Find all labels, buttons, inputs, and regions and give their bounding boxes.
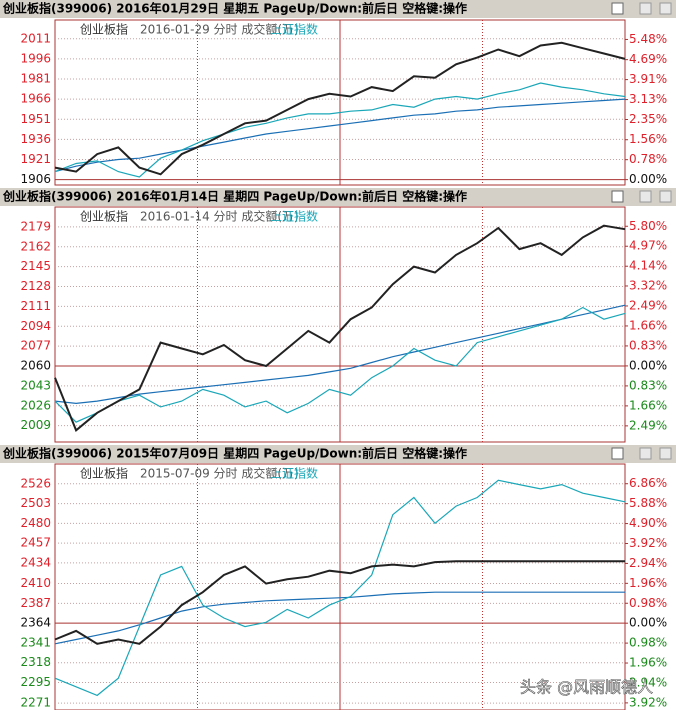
window-button[interactable]: [611, 447, 624, 460]
y-tick-label: 2526: [20, 476, 51, 490]
title-bar: [0, 445, 676, 463]
y2-tick-label: 4.90%: [629, 516, 667, 530]
y2-tick-label: 3.91%: [629, 72, 667, 86]
window-button[interactable]: [611, 2, 624, 15]
y-tick-label: 2043: [20, 378, 51, 392]
chart-subtitle: 2015-07-09 分时 成交额(万): [140, 466, 299, 481]
y-tick-label: 2145: [20, 259, 51, 273]
y2-tick-label: 1.66%: [629, 318, 667, 332]
series-line: [54, 224, 626, 432]
series-line: [54, 98, 626, 173]
y2-tick-label: 0.98%: [629, 636, 667, 650]
y-tick-label: 2026: [20, 398, 51, 412]
y2-tick-label: 1.96%: [629, 656, 667, 670]
y-tick-label: 1951: [20, 112, 51, 126]
chart-subtitle: 2016-01-29 分时 成交额(万): [140, 22, 299, 37]
title-bar: [0, 188, 676, 206]
y-tick-label: 1966: [20, 92, 51, 106]
y-tick-label: 2179: [20, 219, 51, 233]
y2-tick-label: 2.94%: [629, 556, 667, 570]
y2-tick-label: 1.56%: [629, 132, 667, 146]
y2-tick-label: 5.48%: [629, 32, 667, 46]
y2-tick-label: 2.49%: [629, 418, 667, 432]
y-tick-label: 1981: [20, 72, 51, 86]
y2-tick-label: 2.35%: [629, 112, 667, 126]
y-tick-label: 2503: [20, 496, 51, 510]
y2-tick-label: 4.69%: [629, 52, 667, 66]
y-tick-label: 2094: [20, 319, 51, 333]
y-tick-label: 2410: [20, 576, 51, 590]
y-tick-label: 2060: [20, 359, 51, 373]
legend-entry: 上证指数: [270, 209, 318, 224]
title-bar: [0, 0, 676, 18]
window-button[interactable]: [659, 447, 672, 460]
y-tick-label: 2271: [20, 696, 51, 710]
window-button[interactable]: [639, 2, 652, 15]
chart-subtitle: 2016-01-14 分时 成交额(万): [140, 209, 299, 224]
y2-tick-label: 0.00%: [629, 358, 667, 372]
y2-tick-label: 0.00%: [629, 172, 667, 186]
series-line: [54, 41, 626, 176]
window-button[interactable]: [611, 190, 624, 203]
legend-entry: 上证指数: [270, 466, 318, 481]
y-tick-label: 2295: [20, 675, 51, 689]
y2-tick-label: 6.86%: [629, 476, 667, 490]
y2-tick-label: 1.96%: [629, 576, 667, 590]
y2-tick-label: 0.98%: [629, 596, 667, 610]
series-line: [54, 82, 626, 178]
y2-tick-label: 2.49%: [629, 298, 667, 312]
y-tick-label: 2387: [20, 596, 51, 610]
y2-tick-label: 1.66%: [629, 398, 667, 412]
chart-title: 创业板指(399006) 2015年07月09日 星期四 PageUp/Down…: [2, 446, 467, 461]
y-tick-label: 2318: [20, 655, 51, 669]
y-tick-label: 1996: [20, 51, 51, 65]
y2-tick-label: 5.80%: [629, 219, 667, 233]
window-button[interactable]: [639, 190, 652, 203]
series-line: [54, 306, 626, 423]
series-line: [54, 560, 625, 645]
y2-tick-label: 4.14%: [629, 259, 667, 273]
y-tick-label: 2364: [20, 616, 51, 630]
series-line: [54, 591, 625, 645]
series-line: [54, 304, 626, 405]
y-tick-label: 2128: [20, 279, 51, 293]
legend-entry: 创业板指: [80, 466, 128, 481]
y2-tick-label: 3.32%: [629, 278, 667, 292]
watermark: 头条 @风雨顺德人: [520, 678, 653, 697]
y-tick-label: 1921: [20, 152, 51, 166]
y-tick-label: 2009: [20, 418, 51, 432]
chart-title: 创业板指(399006) 2016年01月29日 星期五 PageUp/Down…: [2, 1, 467, 16]
y-tick-label: 1906: [20, 172, 51, 186]
legend-entry: 创业板指: [80, 209, 128, 224]
y2-tick-label: 3.92%: [629, 695, 667, 709]
y2-tick-label: 3.92%: [629, 536, 667, 550]
y2-tick-label: 0.00%: [629, 616, 667, 630]
y-tick-label: 2480: [20, 516, 51, 530]
y2-tick-label: 0.78%: [629, 152, 667, 166]
y-tick-label: 2111: [20, 299, 51, 313]
y2-tick-label: 0.83%: [629, 378, 667, 392]
series-line: [54, 479, 626, 697]
window-button[interactable]: [639, 447, 652, 460]
window-button[interactable]: [659, 2, 672, 15]
y-tick-label: 2077: [20, 339, 51, 353]
chart-title: 创业板指(399006) 2016年01月14日 星期四 PageUp/Down…: [2, 189, 467, 204]
y2-tick-label: 4.97%: [629, 239, 667, 253]
y2-tick-label: 3.13%: [629, 92, 667, 106]
y2-tick-label: 5.88%: [629, 496, 667, 510]
y-tick-label: 2434: [20, 555, 51, 569]
y2-tick-label: 2.94%: [629, 675, 667, 689]
y2-tick-label: 0.83%: [629, 338, 667, 352]
y-tick-label: 2457: [20, 536, 51, 550]
y-tick-label: 1936: [20, 132, 51, 146]
y-tick-label: 2011: [20, 31, 51, 45]
y-tick-label: 2162: [20, 239, 51, 253]
y-tick-label: 2341: [20, 635, 51, 649]
window-button[interactable]: [659, 190, 672, 203]
legend-entry: 创业板指: [80, 22, 128, 37]
legend-entry: 上证指数: [270, 22, 318, 37]
